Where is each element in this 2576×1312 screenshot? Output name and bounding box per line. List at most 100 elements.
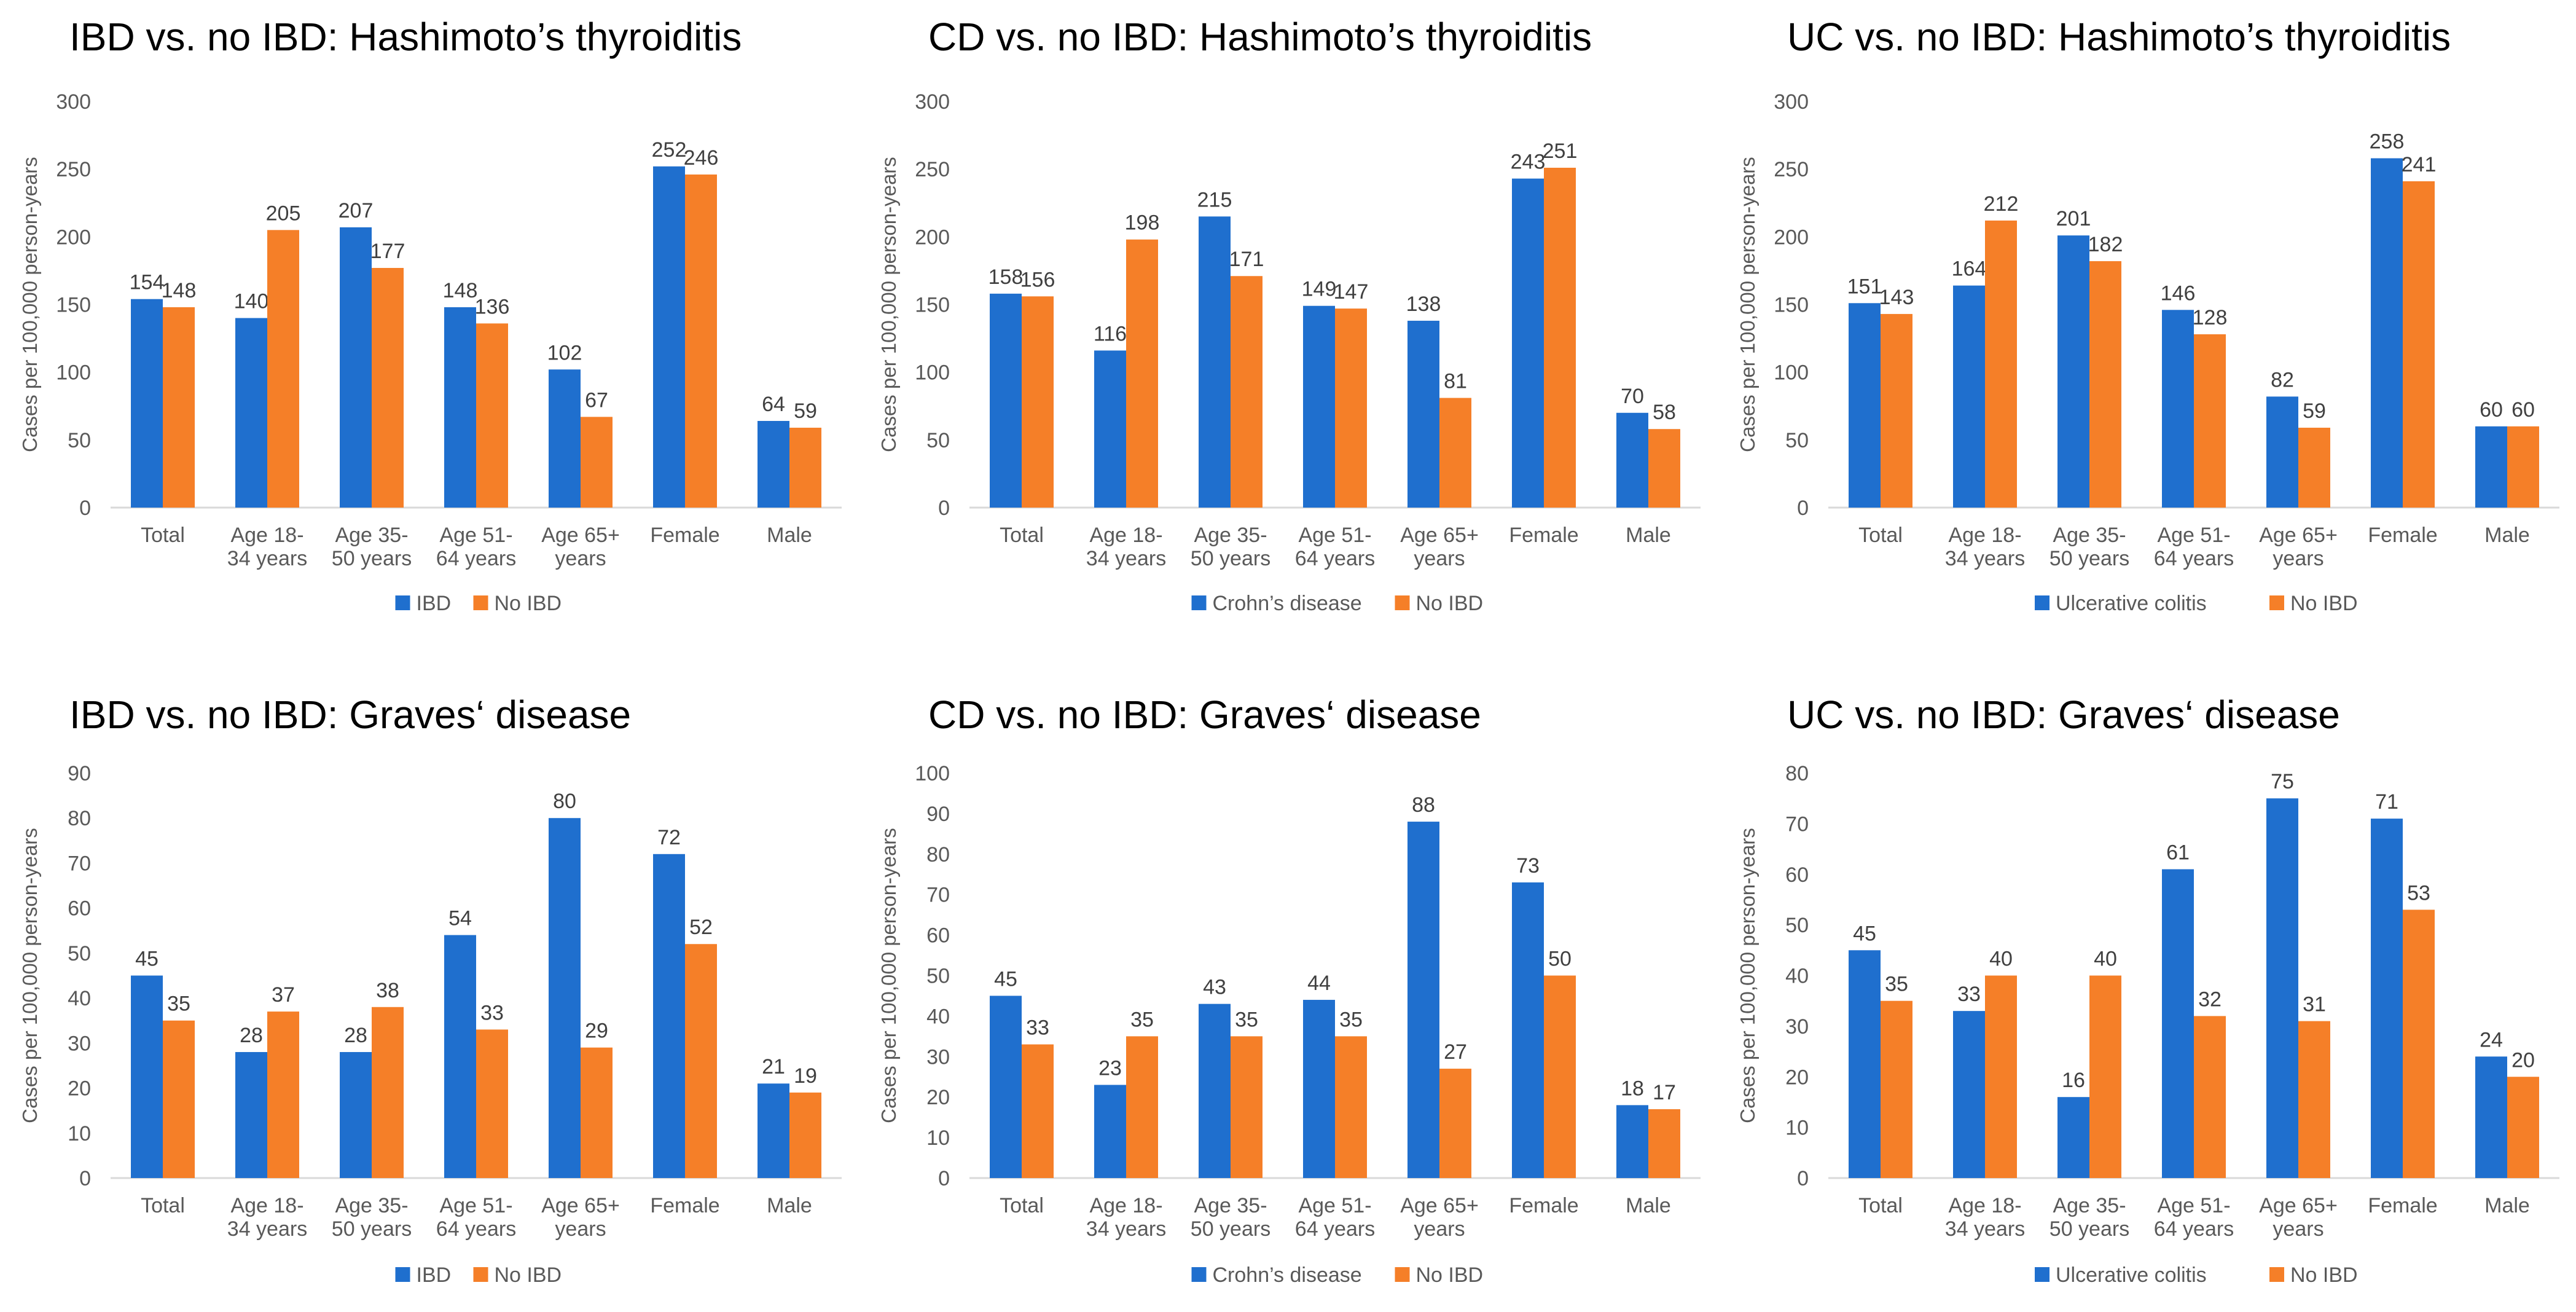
bar-series-1 <box>235 1051 267 1178</box>
bar-series-2 <box>1544 167 1576 508</box>
y-tick-label: 70 <box>1785 812 1809 836</box>
y-tick-label: 40 <box>68 987 91 1010</box>
data-label: 164 <box>1952 257 1987 281</box>
bar-series-1 <box>2266 396 2298 508</box>
y-tick-label: 30 <box>68 1032 91 1055</box>
legend-swatch <box>395 1267 410 1282</box>
y-tick-label: 0 <box>938 497 950 520</box>
bar-series-2 <box>2403 909 2435 1178</box>
bar-series-1 <box>1303 305 1335 508</box>
category-label-line: Male <box>767 1194 812 1217</box>
data-label: 64 <box>762 393 785 416</box>
data-label: 251 <box>1543 139 1578 163</box>
data-label: 246 <box>684 146 719 170</box>
data-label: 212 <box>1984 192 2019 216</box>
category-label-line: Total <box>1858 524 1903 547</box>
data-label: 128 <box>2193 306 2228 329</box>
data-label: 146 <box>2161 281 2196 305</box>
data-label: 243 <box>1511 151 1546 174</box>
chart-title: UC vs. no IBD: Graves‘ disease <box>1787 693 2340 737</box>
category-label: Age 51-64 years <box>2154 1194 2234 1241</box>
category-label-line: years <box>1414 1217 1465 1241</box>
category-label: Age 18-34 years <box>1086 524 1166 570</box>
y-tick-label: 0 <box>938 1167 950 1190</box>
bar-series-2 <box>1335 308 1367 508</box>
data-label: 33 <box>480 1001 504 1024</box>
legend-label: Crohn’s disease <box>1213 592 1362 615</box>
bar-series-2 <box>1648 1109 1680 1178</box>
category-label: Male <box>1626 1194 1671 1217</box>
category-label-line: Male <box>767 524 812 547</box>
category-label-line: Age 35- <box>1194 524 1267 547</box>
bar-series-1 <box>1094 350 1126 508</box>
bar-series-1 <box>1953 1011 1985 1178</box>
y-tick-label: 80 <box>68 807 91 830</box>
data-label: 20 <box>2511 1048 2535 1072</box>
y-tick-label: 0 <box>79 497 91 520</box>
legend-label: Crohn’s disease <box>1213 1263 1362 1287</box>
bar-series-2 <box>2298 1021 2330 1178</box>
category-label: Male <box>767 1194 812 1217</box>
data-label: 45 <box>1853 922 1876 945</box>
category-label: Male <box>767 524 812 547</box>
category-label: Total <box>1858 1194 1903 1217</box>
data-label: 73 <box>1516 854 1540 878</box>
bar-series-1 <box>1616 1105 1648 1178</box>
data-label: 258 <box>2370 130 2405 154</box>
data-label: 140 <box>234 290 269 313</box>
bar-series-2 <box>267 1011 299 1178</box>
category-label-line: Female <box>650 1194 719 1217</box>
legend: IBD No IBD <box>395 592 562 615</box>
category-label-line: Age 18- <box>1948 1194 2021 1217</box>
bar-series-1 <box>131 975 163 1178</box>
bar-series-1 <box>444 307 476 508</box>
data-label: 53 <box>2407 881 2430 905</box>
y-tick-label: 50 <box>926 429 950 452</box>
category-label-line: 64 years <box>1295 1217 1375 1241</box>
bar-series-1 <box>1616 412 1648 508</box>
category-label-line: Age 35- <box>2053 1194 2126 1217</box>
bar-series-1 <box>758 420 789 508</box>
category-label: Age 18-34 years <box>227 1194 307 1241</box>
bar-series-1 <box>2475 1056 2507 1178</box>
category-label-line: Total <box>1000 1194 1044 1217</box>
data-label: 33 <box>1026 1016 1049 1040</box>
category-label-line: Male <box>2484 524 2530 547</box>
legend-swatch <box>1191 595 1207 610</box>
data-label: 215 <box>1197 188 1232 211</box>
category-label-line: Age 18- <box>1948 524 2021 547</box>
bar-series-2 <box>372 1007 404 1178</box>
chart-panel-5: CD vs. no IBD: Graves‘ disease Cases per … <box>877 693 1701 1287</box>
chart-title: IBD vs. no IBD: Graves‘ disease <box>69 693 631 737</box>
y-tick-label: 80 <box>1785 762 1809 785</box>
bar-series-2 <box>1126 1036 1158 1178</box>
category-label-line: 50 years <box>1191 547 1270 570</box>
bar-series-2 <box>1126 239 1158 508</box>
legend-swatch <box>473 595 488 610</box>
bar-series-2 <box>2194 334 2226 508</box>
category-label: Age 35-50 years <box>2049 1194 2129 1241</box>
legend-label: Ulcerative colitis <box>2056 592 2207 615</box>
y-tick-label: 80 <box>926 843 950 866</box>
data-label: 37 <box>272 983 295 1007</box>
y-tick-label: 200 <box>56 226 91 249</box>
y-tick-label: 10 <box>926 1126 950 1150</box>
data-label: 60 <box>2511 398 2535 422</box>
y-tick-label: 20 <box>1785 1066 1809 1089</box>
y-tick-label: 100 <box>56 361 91 385</box>
data-label: 31 <box>2303 993 2326 1016</box>
bar-series-2 <box>1439 398 1471 508</box>
data-label: 52 <box>689 916 713 939</box>
chart-title: CD vs. no IBD: Hashimoto’s thyroiditis <box>928 15 1592 59</box>
category-label-line: 34 years <box>1945 1217 2025 1241</box>
category-label-line: years <box>2273 547 2323 570</box>
chart-title: CD vs. no IBD: Graves‘ disease <box>928 693 1481 737</box>
bar-series-2 <box>476 323 508 508</box>
category-label: Age 65+ years <box>541 1194 620 1241</box>
category-label-line: 64 years <box>1295 547 1375 570</box>
y-axis-label: Cases per 100,000 person-years <box>877 828 900 1123</box>
category-label: Age 35-50 years <box>332 524 412 570</box>
category-label: Age 51-64 years <box>1295 524 1375 570</box>
data-label: 88 <box>1412 793 1435 817</box>
